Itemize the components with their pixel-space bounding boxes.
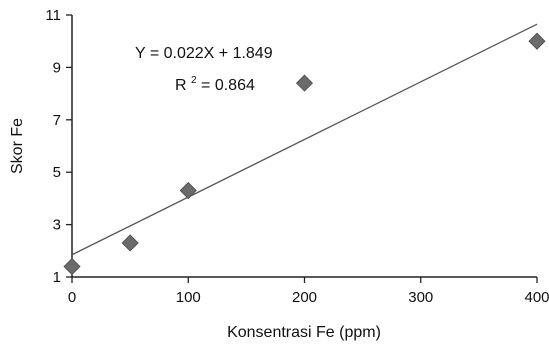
y-tick-label: 5: [53, 164, 61, 181]
trendline: [71, 23, 538, 256]
r-squared-symbol: R: [175, 77, 187, 94]
x-tick-label: 200: [292, 289, 317, 306]
y-tick-label: 1: [53, 269, 61, 286]
r-squared-label: R 2 = 0.864: [175, 70, 255, 94]
y-ticks: 1 3 5 7 9 11: [45, 7, 72, 286]
r-squared-power: 2: [191, 75, 197, 86]
y-tick-label: 3: [53, 217, 61, 234]
y-tick-label: 11: [45, 7, 61, 24]
data-point-marker: [121, 234, 139, 252]
x-ticks: 0 100 200 300 400: [68, 277, 549, 306]
r-squared-value: = 0.864: [201, 77, 255, 94]
y-tick-label: 9: [53, 59, 61, 76]
data-points: [63, 32, 546, 276]
x-tick-label: 400: [524, 289, 549, 306]
plot-area: 0 100 200 300 400 1 3 5 7 9 11: [45, 7, 549, 306]
y-axis-title: Skor Fe: [9, 118, 26, 174]
data-point-marker: [295, 74, 314, 92]
data-point-marker: [63, 257, 81, 276]
trendline-equation: Y = 0.022X + 1.849: [135, 45, 273, 62]
data-point-marker: [179, 181, 197, 200]
x-tick-label: 0: [68, 289, 76, 306]
x-tick-label: 300: [408, 289, 433, 306]
x-tick-label: 100: [176, 289, 201, 306]
data-point-marker: [528, 32, 546, 50]
y-tick-label: 7: [53, 112, 61, 129]
x-axis-title: Konsentrasi Fe (ppm): [227, 324, 381, 341]
